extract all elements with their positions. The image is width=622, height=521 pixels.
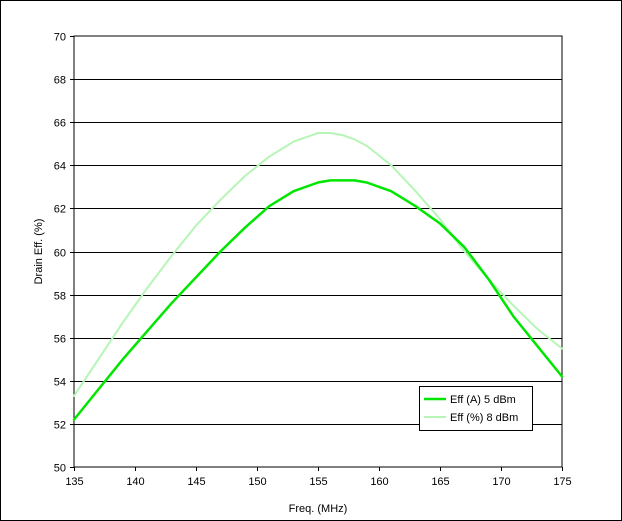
- x-tick-label: 165: [431, 476, 449, 488]
- y-tick-label: 52: [54, 420, 66, 432]
- x-tick-label: 175: [553, 476, 571, 488]
- y-tick-label: 58: [54, 291, 66, 303]
- x-tick-label: 145: [187, 476, 205, 488]
- x-axis-title: Freq. (MHz): [289, 503, 348, 515]
- x-tick-label: 150: [248, 476, 266, 488]
- y-tick-label: 68: [54, 75, 66, 87]
- y-tick-label: 66: [54, 118, 66, 130]
- x-tick-label: 155: [309, 476, 327, 488]
- x-tick-label: 160: [370, 476, 388, 488]
- legend: Eff (A) 5 dBm Eff (%) 8 dBm: [420, 387, 533, 431]
- x-tick-label: 170: [492, 476, 510, 488]
- y-tick-label: 50: [54, 463, 66, 475]
- y-axis-title: Drain Eff. (%): [33, 219, 45, 285]
- x-tick-label: 140: [126, 476, 144, 488]
- x-tick-label: 135: [65, 476, 83, 488]
- y-tick-label: 70: [54, 32, 66, 44]
- y-tick-label: 62: [54, 204, 66, 216]
- legend-label-series-2: Eff (%) 8 dBm: [450, 412, 518, 424]
- legend-label-series-1: Eff (A) 5 dBm: [450, 394, 516, 406]
- y-tick-label: 56: [54, 334, 66, 346]
- y-tick-label: 64: [54, 161, 66, 173]
- y-tick-label: 60: [54, 248, 66, 260]
- y-tick-label: 54: [54, 377, 66, 389]
